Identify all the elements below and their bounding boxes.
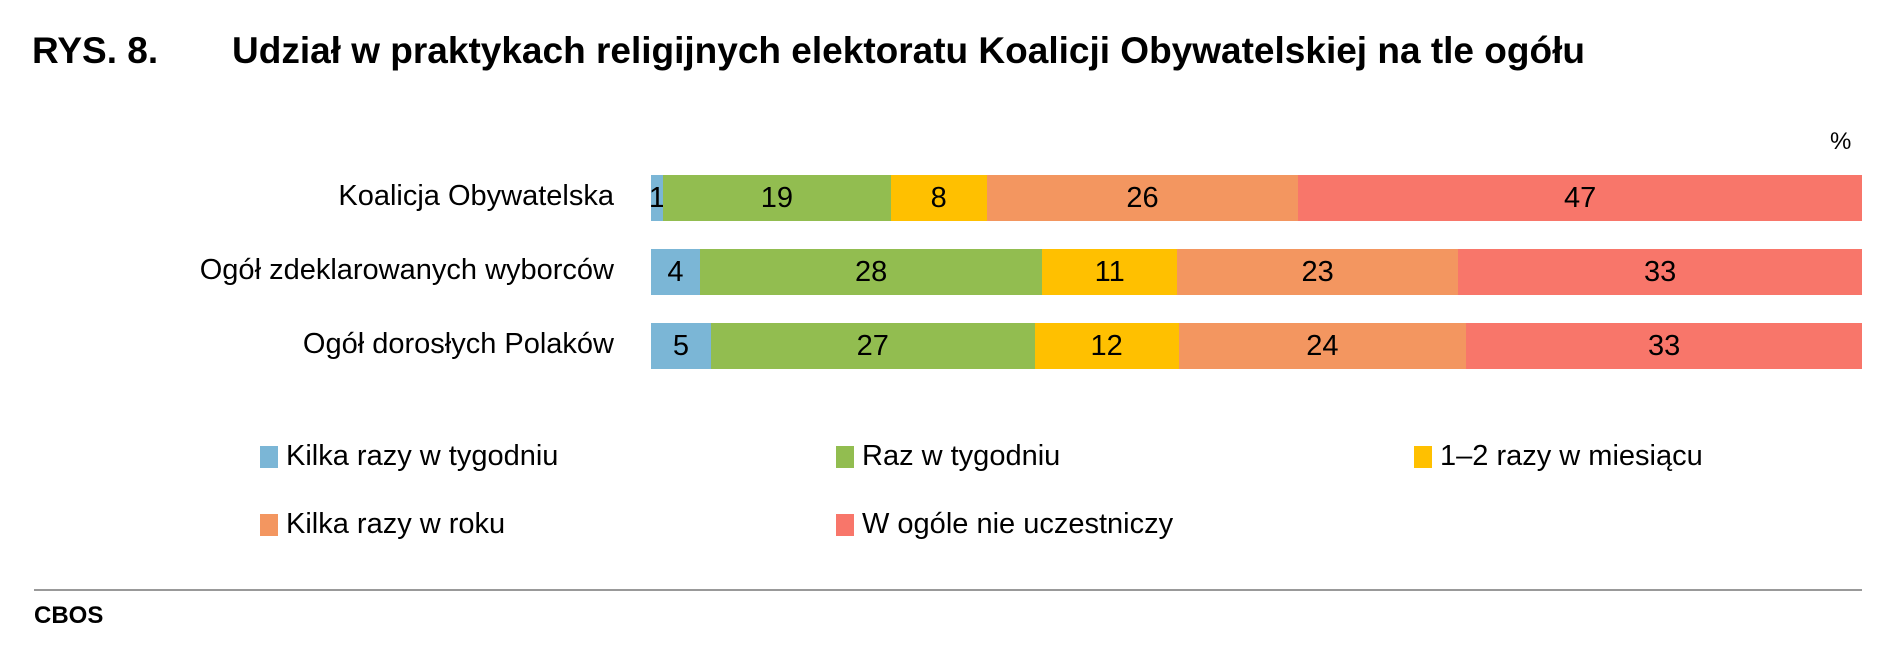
bar-segment: 11 [1042,249,1177,295]
bar-segment: 24 [1178,323,1467,369]
legend-item: Raz w tygodniu [836,440,1060,473]
bar-segment: 19 [662,175,891,221]
legend-label: Raz w tygodniu [862,440,1061,472]
legend-swatch [260,445,278,468]
legend-item: Kilka razy w roku [260,508,505,541]
legend-item: Kilka razy w tygodniu [260,440,558,473]
chart-title: RYS. 8. Udział w praktykach religijnych e… [32,30,1585,72]
legend-label: W ogóle nie uczestniczy [862,508,1174,540]
bar-segment: 4 [651,249,700,295]
legend-label: 1–2 razy w miesiącu [1440,440,1703,472]
bar-segment: 8 [890,175,987,221]
legend-label: Kilka razy w tygodniu [286,440,559,472]
bar-segment: 33 [1458,249,1862,295]
title-text: Udział w praktykach religijnych elektora… [232,30,1585,71]
footer-divider [34,589,1862,591]
legend-swatch [836,445,854,468]
source-label: CBOS [34,602,104,629]
bar-segment: 47 [1298,175,1862,221]
bar-segment: 23 [1176,249,1459,295]
legend-swatch [1414,445,1432,468]
bar-segment: 5 [651,323,711,369]
category-label: Ogół zdeklarowanych wyborców [199,254,614,286]
legend-label: Kilka razy w roku [286,508,506,540]
unit-label: % [1830,128,1852,155]
stacked-bar: 4 28 11 23 33 [651,249,1862,295]
bar-segment: 26 [986,175,1299,221]
stacked-bar: 5 27 12 24 33 [651,323,1862,369]
legend-swatch [836,513,854,536]
stacked-bar: 1 19 8 26 47 [649,175,1862,221]
bar-segment: 27 [710,323,1035,369]
bar-segment: 33 [1466,323,1862,369]
legend-item: 1–2 razy w miesiącu [1414,440,1703,473]
legend-item: W ogóle nie uczestniczy [836,508,1173,541]
legend-swatch [260,513,278,536]
category-label: Ogół dorosłych Polaków [302,328,614,360]
bar-segment: 28 [699,249,1043,295]
bar-segment: 12 [1034,323,1179,369]
bar-segment: 1 [649,175,665,221]
category-label: Koalicja Obywatelska [338,180,614,212]
figure-number: RYS. 8. [32,30,159,71]
